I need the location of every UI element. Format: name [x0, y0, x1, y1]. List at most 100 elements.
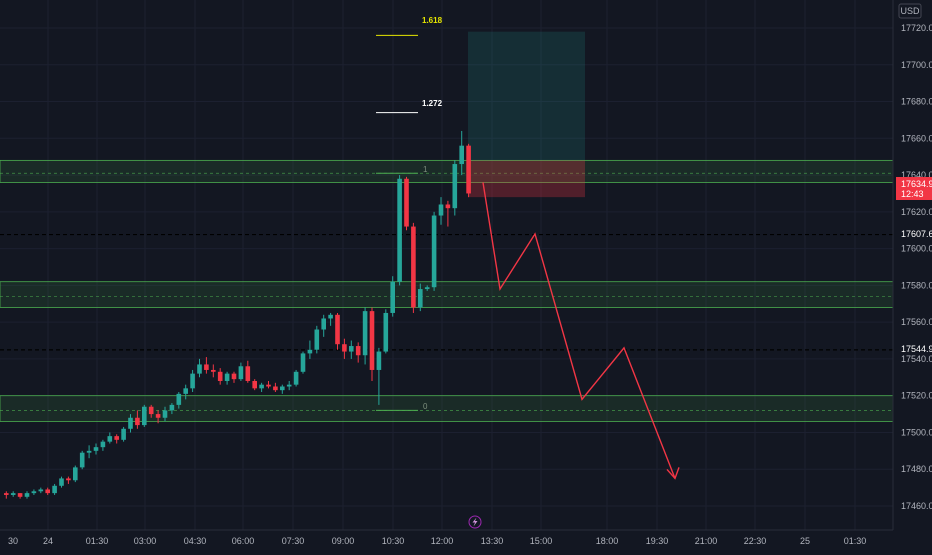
candle-body — [411, 226, 416, 308]
candle-body — [38, 489, 44, 492]
candle-body — [438, 204, 444, 216]
candle-body — [135, 417, 140, 426]
candle-body — [266, 384, 271, 387]
candle-body — [259, 384, 264, 389]
candle-body — [314, 329, 320, 350]
lightning-icon[interactable] — [468, 515, 482, 529]
candle-body — [183, 388, 188, 394]
candle-body — [162, 410, 168, 418]
candle-body — [238, 366, 244, 380]
candle-body — [79, 452, 85, 468]
candlestick-series — [4, 130, 471, 499]
target-zone — [468, 31, 585, 161]
currency-button[interactable] — [898, 3, 922, 19]
candle-body — [404, 178, 409, 227]
candle-body — [376, 351, 382, 370]
candle-body — [445, 204, 451, 209]
time-tick-label: 24 — [43, 536, 53, 546]
candle-body — [280, 386, 285, 391]
projection-line — [482, 182, 676, 479]
candle-body — [362, 311, 368, 356]
candle-body — [397, 178, 402, 282]
candle-body — [217, 371, 223, 381]
time-axis-ticks: 30 24 01:30 03:00 04:30 06:00 07:30 09:00 10:30 1… — [8, 536, 866, 546]
projection-arrowhead — [666, 467, 680, 480]
candle-body — [45, 489, 50, 494]
time-tick-label: 01:30 — [844, 536, 867, 546]
candle-body — [211, 369, 216, 372]
candle-body — [418, 289, 423, 308]
candle-body — [114, 436, 119, 440]
candle-body — [307, 349, 313, 354]
price-tick-label: 17540.00 — [901, 354, 932, 364]
candle-body — [245, 366, 251, 381]
candle-body — [335, 314, 340, 345]
time-tick-label: 15:00 — [530, 536, 553, 546]
countdown-timer: 12:43 — [901, 189, 924, 199]
price-tick-label: 17660.00 — [901, 133, 932, 143]
candle-body — [342, 344, 347, 352]
time-tick-label: 18:00 — [596, 536, 619, 546]
sr-zone — [0, 281, 894, 308]
candle-body — [252, 380, 257, 389]
fib-label-1: 1 — [423, 165, 428, 174]
time-tick-label: 03:00 — [134, 536, 157, 546]
stop-zone — [468, 160, 585, 198]
candle-body — [231, 373, 237, 380]
candle-body — [100, 441, 106, 448]
last-price-tag — [896, 177, 932, 200]
candle-body — [273, 386, 278, 391]
time-tick-label: 22:30 — [744, 536, 767, 546]
sr-zone — [0, 395, 894, 422]
time-tick-label: 25 — [800, 536, 810, 546]
time-tick-label: 21:00 — [695, 536, 718, 546]
price-tick-label: 17520.00 — [901, 391, 932, 401]
projection-path[interactable] — [482, 182, 680, 480]
candle-body — [17, 493, 23, 497]
time-tick-label: 13:30 — [481, 536, 504, 546]
candle-body — [321, 318, 326, 330]
fibonacci-extension[interactable]: 1.618 1.272 1 0 — [376, 16, 443, 411]
candle-body — [197, 364, 202, 374]
candle-body — [459, 145, 464, 165]
candle-body — [204, 364, 209, 370]
price-axis-ticks: 17460.00 17480.00 17500.00 17520.00 17540.00… — [901, 23, 932, 511]
candle-body — [10, 493, 16, 495]
price-tick-label: 17480.00 — [901, 464, 932, 474]
candle-body — [349, 346, 354, 352]
candle-body — [224, 373, 230, 381]
time-tick-label: 01:30 — [86, 536, 109, 546]
price-tick-label: 17600.00 — [901, 244, 932, 254]
price-tick-label: 17580.00 — [901, 280, 932, 290]
candle-body — [31, 491, 37, 494]
candle-body — [190, 373, 195, 389]
price-axis[interactable] — [893, 0, 932, 530]
candle-body — [328, 314, 333, 319]
time-tick-label: 19:30 — [646, 536, 669, 546]
level-tag-upper-text: 17607.64 — [901, 229, 932, 239]
price-tick-label: 17500.00 — [901, 427, 932, 437]
candle-body — [93, 447, 99, 451]
candle-body — [59, 478, 64, 486]
candle-body — [383, 312, 389, 352]
candle-body — [107, 436, 113, 442]
candle-body — [369, 311, 375, 370]
long-position-tool[interactable] — [468, 31, 585, 198]
support-resistance-zones — [0, 159, 894, 422]
level-tag-lower-text: 17544.94 — [901, 344, 932, 354]
reference-level-lines — [0, 233, 893, 351]
time-tick-label: 12:00 — [431, 536, 454, 546]
last-price-value: 17634.99 — [901, 179, 932, 189]
candle-body — [293, 371, 299, 385]
price-tick-label: 17700.00 — [901, 60, 932, 70]
candle-body — [52, 485, 57, 494]
price-tick-label: 17640.00 — [901, 170, 932, 180]
candle-body — [4, 493, 9, 495]
candle-body — [148, 406, 154, 415]
fib-label-0: 0 — [423, 402, 428, 411]
candle-body — [390, 281, 395, 313]
candle-body — [466, 145, 471, 194]
candle-body — [73, 467, 78, 481]
